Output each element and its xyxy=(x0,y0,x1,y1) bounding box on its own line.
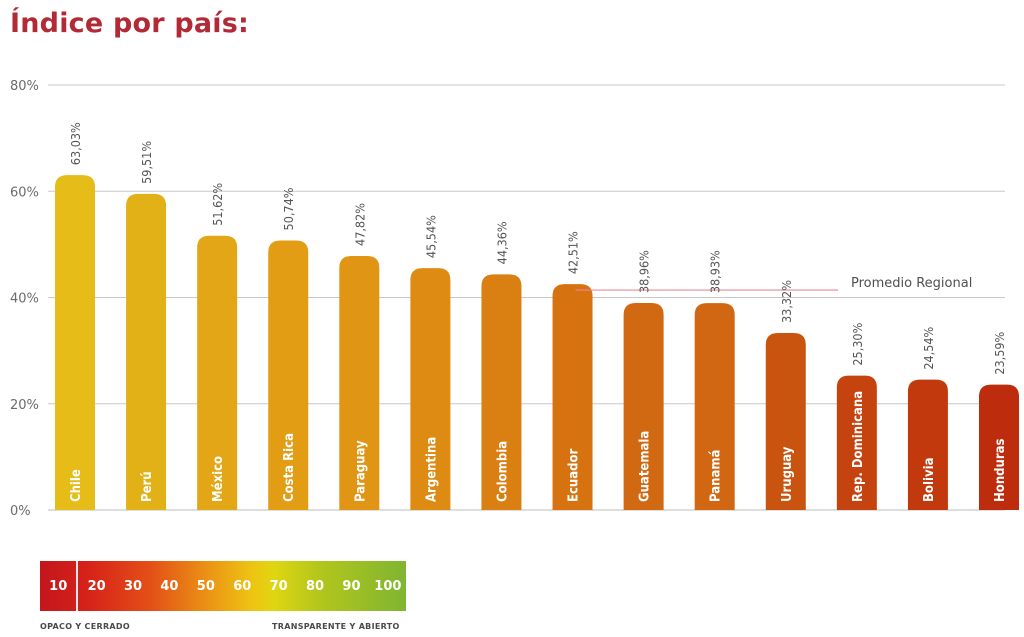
category-label: Honduras xyxy=(993,438,1008,502)
legend-left-caption: OPACO Y CERRADO xyxy=(40,622,130,631)
bar-colombia xyxy=(481,274,522,510)
category-label: Guatemala xyxy=(638,431,653,502)
bar-ecuador xyxy=(552,284,593,510)
bar-per- xyxy=(126,193,167,510)
value-label: 38,96% xyxy=(637,250,652,293)
y-tick-label: 80% xyxy=(10,79,39,94)
value-label: 24,54% xyxy=(921,326,936,369)
scale-label-80: 80 xyxy=(306,578,325,594)
scale-label-100: 100 xyxy=(374,578,402,594)
value-label: 47,82% xyxy=(352,203,367,246)
scale-label-10: 10 xyxy=(40,561,79,611)
reference-line-label: Promedio Regional xyxy=(851,276,972,291)
scale-label-30: 30 xyxy=(123,578,143,594)
scale-label-60: 60 xyxy=(233,578,252,594)
bar-honduras xyxy=(979,384,1019,510)
value-label: 59,51% xyxy=(139,141,154,184)
bar-m-xico xyxy=(197,235,238,511)
category-label: Chile xyxy=(69,469,84,502)
y-tick-label: 20% xyxy=(10,398,39,413)
value-label: 25,30% xyxy=(850,322,865,365)
scale-label-50: 50 xyxy=(196,578,215,594)
value-label: 51,62% xyxy=(210,183,225,226)
bar-rep-dominicana xyxy=(836,375,877,510)
category-label: Ecuador xyxy=(567,448,582,502)
bar-paraguay xyxy=(339,255,380,510)
y-tick-label: 0% xyxy=(10,504,31,519)
bar-argentina xyxy=(410,268,451,510)
category-label: Bolivia xyxy=(922,458,937,502)
bar-panam- xyxy=(694,303,735,510)
category-label: Perú xyxy=(140,471,155,502)
bar-chart: 0% 20% 40% 60% 80% Promedio Regional Chile 63,0… xyxy=(10,79,1019,519)
bar-uruguay xyxy=(765,332,806,510)
category-label: Argentina xyxy=(424,437,439,502)
scale-label-20: 20 xyxy=(87,578,106,594)
category-label: Colombia xyxy=(495,441,510,502)
category-label: Uruguay xyxy=(780,446,795,502)
value-label: 38,93% xyxy=(708,250,723,293)
category-label: Paraguay xyxy=(353,440,368,502)
value-label: 42,51% xyxy=(566,231,581,274)
category-label: Panamá xyxy=(709,450,724,502)
value-label: 33,32% xyxy=(779,280,794,323)
value-label: 23,59% xyxy=(992,331,1007,374)
y-tick-label: 40% xyxy=(10,292,39,307)
bar-costa-rica xyxy=(268,240,309,510)
bar-guatemala xyxy=(623,303,664,510)
value-label: 63,03% xyxy=(68,122,83,165)
page-title: Índice por país: xyxy=(10,8,250,39)
category-label: Rep. Dominicana xyxy=(851,391,866,502)
value-label: 50,74% xyxy=(281,187,296,230)
category-label: México xyxy=(211,456,226,502)
bar-chile xyxy=(55,175,95,510)
scale-label-90: 90 xyxy=(342,578,361,594)
color-scale-legend: 10 20 30 40 50 60 70 80 90 100 xyxy=(40,561,406,611)
y-tick-label: 60% xyxy=(10,185,39,200)
scale-label-40: 40 xyxy=(160,578,179,594)
value-label: 44,36% xyxy=(494,221,509,264)
bar-bolivia xyxy=(907,379,948,510)
value-label: 45,54% xyxy=(423,215,438,258)
legend-right-caption: TRANSPARENTE Y ABIERTO xyxy=(272,622,400,631)
category-label: Costa Rica xyxy=(282,433,297,502)
scale-label-70: 70 xyxy=(269,578,288,594)
